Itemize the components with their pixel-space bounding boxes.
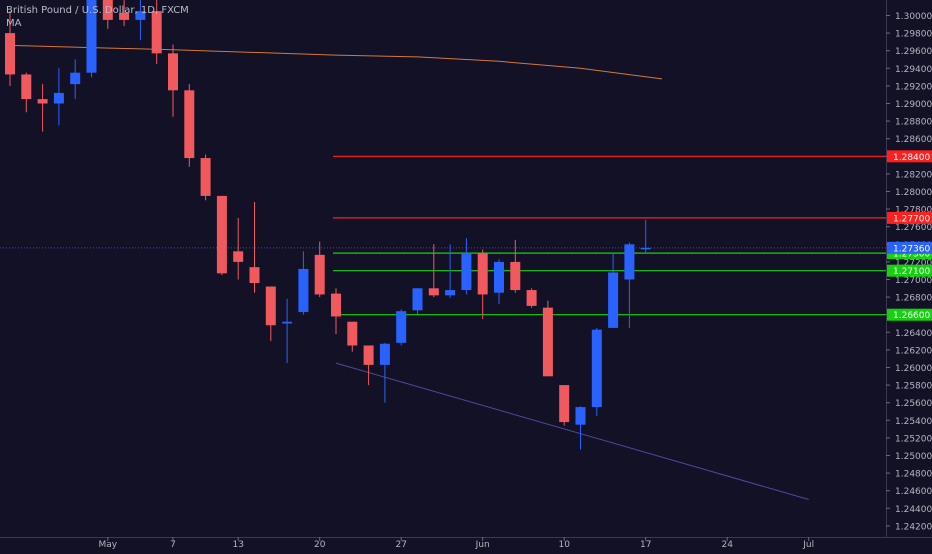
candle-body-26 <box>428 288 439 296</box>
y-tick-label: 1.25200 <box>895 434 932 444</box>
candle-body-22 <box>363 345 374 365</box>
candle-body-1 <box>21 74 32 100</box>
candle-body-20 <box>331 293 341 317</box>
candle-body-3 <box>53 92 64 104</box>
price-tag-1.28400 <box>887 150 932 163</box>
candle-body-11 <box>184 90 195 159</box>
chart-legend: British Pound / U.S. Dollar, 1D, FXCM MA <box>6 4 189 30</box>
x-tick-label: Jul <box>802 540 814 550</box>
candle-body-29 <box>477 253 488 295</box>
candle-body-39 <box>640 247 651 250</box>
y-tick-label: 1.26200 <box>895 346 932 356</box>
y-tick-label: 1.25600 <box>895 399 932 409</box>
x-tick-label: 24 <box>721 540 733 550</box>
candle-body-36 <box>591 329 602 408</box>
y-tick-label: 1.26400 <box>895 329 932 339</box>
candle-body-32 <box>526 290 537 306</box>
y-tick-label: 1.24600 <box>895 487 932 497</box>
price-tag-1.26600 <box>887 308 932 321</box>
candle-body-34 <box>559 385 570 423</box>
y-tick-label: 1.27000 <box>895 276 932 286</box>
price-tag-label: 1.28400 <box>893 153 930 163</box>
candle-body-7 <box>119 12 130 20</box>
x-tick-label: 27 <box>395 540 406 550</box>
candle-body-37 <box>608 272 619 328</box>
candle-body-28 <box>461 253 472 291</box>
x-tick-label: 13 <box>232 540 243 550</box>
y-tick-label: 1.29200 <box>895 82 932 92</box>
price-tag-label: 1.27300 <box>893 250 930 260</box>
y-tick-label: 1.24400 <box>895 505 932 515</box>
y-tick-label: 1.29600 <box>895 47 932 57</box>
candle-body-38 <box>624 244 635 280</box>
price-tag-1.27700 <box>887 211 932 224</box>
price-tag-label: 1.27700 <box>893 214 930 224</box>
candle-body-6 <box>102 0 113 20</box>
y-tick-label: 1.24200 <box>895 522 932 532</box>
candle-body-17 <box>282 321 293 324</box>
candle-body-33 <box>542 307 553 377</box>
candle-body-21 <box>347 321 358 346</box>
candle-body-12 <box>200 158 211 196</box>
x-tick-label: 7 <box>170 540 176 550</box>
y-tick-label: 1.29400 <box>895 65 932 75</box>
price-tag-label: 1.27100 <box>893 267 930 277</box>
candle-body-27 <box>445 290 456 296</box>
x-tick-label: 10 <box>558 540 570 550</box>
candle-body-35 <box>575 407 586 425</box>
y-tick-label: 1.28200 <box>895 170 932 180</box>
x-tick-label: May <box>98 540 117 550</box>
candle-body-23 <box>379 343 390 365</box>
y-tick-label: 1.29000 <box>895 100 932 110</box>
y-tick-label: 1.24800 <box>895 470 932 480</box>
candle-body-0 <box>5 33 15 75</box>
candle-body-31 <box>510 261 521 291</box>
price-tag-label: 1.27360 <box>893 244 930 254</box>
candle-body-2 <box>37 99 48 104</box>
candle-body-10 <box>168 53 178 91</box>
plot-background <box>0 0 886 537</box>
y-tick-label: 1.27800 <box>895 206 932 216</box>
y-tick-label: 1.27200 <box>895 258 932 268</box>
candle-body-24 <box>396 311 407 343</box>
candle-body-13 <box>216 195 227 274</box>
y-tick-label: 1.28000 <box>895 188 932 198</box>
x-tick-label: 17 <box>640 540 651 550</box>
candle-body-16 <box>265 286 276 326</box>
trendline <box>335 362 809 500</box>
y-tick-label: 1.28800 <box>895 118 932 128</box>
candle-body-25 <box>412 288 423 311</box>
candle-body-14 <box>233 251 244 262</box>
y-tick-label: 1.26000 <box>895 364 932 374</box>
y-tick-label: 1.25800 <box>895 382 932 392</box>
symbol-title: British Pound / U.S. Dollar, 1D, FXCM <box>6 5 189 16</box>
candle-body-8 <box>135 11 146 20</box>
y-tick-label: 1.28600 <box>895 135 932 145</box>
time-axis-panel <box>0 537 932 550</box>
indicator-label[interactable]: MA <box>6 18 22 29</box>
x-tick-label: Jun <box>475 540 490 550</box>
candle-body-15 <box>249 267 260 284</box>
candle-body-18 <box>298 268 309 313</box>
price-tag-1.27360 <box>887 241 932 254</box>
y-tick-label: 1.26800 <box>895 294 932 304</box>
candle-body-4 <box>70 72 81 85</box>
candle-body-9 <box>151 11 162 54</box>
price-tag-label: 1.26600 <box>893 311 930 321</box>
candle-body-5 <box>86 0 97 73</box>
y-tick-label: 1.27600 <box>895 223 932 233</box>
y-tick-label: 1.29800 <box>895 30 932 40</box>
y-tick-label: 1.25400 <box>895 417 932 427</box>
y-tick-label: 1.25000 <box>895 452 932 462</box>
candle-body-30 <box>494 261 504 293</box>
price-tag-1.27100 <box>887 264 932 277</box>
candle-body-19 <box>314 254 325 295</box>
x-tick-label: 20 <box>314 540 326 550</box>
y-tick-label: 1.30000 <box>895 12 932 22</box>
